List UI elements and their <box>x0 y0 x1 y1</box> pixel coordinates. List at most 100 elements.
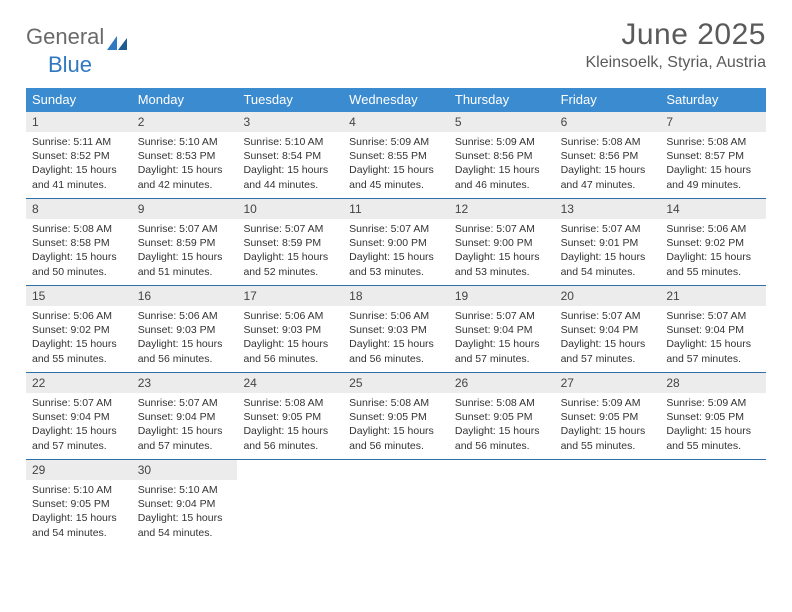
sunrise-line: Sunrise: 5:06 AM <box>32 309 126 323</box>
sunset-line: Sunset: 8:56 PM <box>455 149 549 163</box>
day-cell <box>237 460 343 546</box>
day-number: 16 <box>132 286 238 306</box>
sunset-line: Sunset: 9:03 PM <box>243 323 337 337</box>
sunset-line: Sunset: 9:04 PM <box>561 323 655 337</box>
day-number: 20 <box>555 286 661 306</box>
day-content: Sunrise: 5:07 AMSunset: 9:00 PMDaylight:… <box>449 219 555 279</box>
sunset-line: Sunset: 8:59 PM <box>243 236 337 250</box>
day-number: 22 <box>26 373 132 393</box>
sunrise-line: Sunrise: 5:10 AM <box>32 483 126 497</box>
day-number <box>660 460 766 480</box>
calendar-page: General June 2025 Kleinsoelk, Styria, Au… <box>0 0 792 546</box>
daylight-line: Daylight: 15 hours and 51 minutes. <box>138 250 232 278</box>
sunrise-line: Sunrise: 5:09 AM <box>666 396 760 410</box>
day-cell: 8Sunrise: 5:08 AMSunset: 8:58 PMDaylight… <box>26 199 132 285</box>
day-content: Sunrise: 5:10 AMSunset: 8:53 PMDaylight:… <box>132 132 238 192</box>
day-content: Sunrise: 5:07 AMSunset: 9:04 PMDaylight:… <box>660 306 766 366</box>
day-number: 1 <box>26 112 132 132</box>
day-cell: 17Sunrise: 5:06 AMSunset: 9:03 PMDayligh… <box>237 286 343 372</box>
sunrise-line: Sunrise: 5:07 AM <box>666 309 760 323</box>
day-number: 13 <box>555 199 661 219</box>
day-cell: 21Sunrise: 5:07 AMSunset: 9:04 PMDayligh… <box>660 286 766 372</box>
day-content: Sunrise: 5:08 AMSunset: 8:56 PMDaylight:… <box>555 132 661 192</box>
day-content: Sunrise: 5:09 AMSunset: 8:56 PMDaylight:… <box>449 132 555 192</box>
daylight-line: Daylight: 15 hours and 44 minutes. <box>243 163 337 191</box>
day-content: Sunrise: 5:09 AMSunset: 8:55 PMDaylight:… <box>343 132 449 192</box>
sunrise-line: Sunrise: 5:08 AM <box>455 396 549 410</box>
sunrise-line: Sunrise: 5:07 AM <box>138 222 232 236</box>
day-content: Sunrise: 5:09 AMSunset: 9:05 PMDaylight:… <box>660 393 766 453</box>
day-cell <box>555 460 661 546</box>
day-number: 24 <box>237 373 343 393</box>
sunrise-line: Sunrise: 5:08 AM <box>561 135 655 149</box>
daylight-line: Daylight: 15 hours and 41 minutes. <box>32 163 126 191</box>
sunset-line: Sunset: 8:59 PM <box>138 236 232 250</box>
week-row: 8Sunrise: 5:08 AMSunset: 8:58 PMDaylight… <box>26 198 766 285</box>
week-row: 1Sunrise: 5:11 AMSunset: 8:52 PMDaylight… <box>26 112 766 198</box>
sunrise-line: Sunrise: 5:07 AM <box>561 222 655 236</box>
sunset-line: Sunset: 9:00 PM <box>455 236 549 250</box>
day-number: 2 <box>132 112 238 132</box>
daylight-line: Daylight: 15 hours and 49 minutes. <box>666 163 760 191</box>
daylight-line: Daylight: 15 hours and 56 minutes. <box>455 424 549 452</box>
sunset-line: Sunset: 9:04 PM <box>455 323 549 337</box>
daylight-line: Daylight: 15 hours and 55 minutes. <box>666 250 760 278</box>
daylight-line: Daylight: 15 hours and 56 minutes. <box>349 424 443 452</box>
sunrise-line: Sunrise: 5:08 AM <box>243 396 337 410</box>
day-number: 26 <box>449 373 555 393</box>
sunrise-line: Sunrise: 5:08 AM <box>349 396 443 410</box>
daylight-line: Daylight: 15 hours and 57 minutes. <box>138 424 232 452</box>
sunset-line: Sunset: 8:54 PM <box>243 149 337 163</box>
day-number: 21 <box>660 286 766 306</box>
day-cell: 10Sunrise: 5:07 AMSunset: 8:59 PMDayligh… <box>237 199 343 285</box>
sunrise-line: Sunrise: 5:07 AM <box>349 222 443 236</box>
day-cell: 9Sunrise: 5:07 AMSunset: 8:59 PMDaylight… <box>132 199 238 285</box>
day-content: Sunrise: 5:07 AMSunset: 9:04 PMDaylight:… <box>26 393 132 453</box>
day-number <box>343 460 449 480</box>
day-number <box>555 460 661 480</box>
title-block: June 2025 Kleinsoelk, Styria, Austria <box>585 18 766 72</box>
day-number <box>237 460 343 480</box>
sunrise-line: Sunrise: 5:06 AM <box>349 309 443 323</box>
daylight-line: Daylight: 15 hours and 55 minutes. <box>561 424 655 452</box>
day-content: Sunrise: 5:07 AMSunset: 9:04 PMDaylight:… <box>132 393 238 453</box>
day-content: Sunrise: 5:08 AMSunset: 9:05 PMDaylight:… <box>449 393 555 453</box>
day-cell <box>343 460 449 546</box>
day-cell <box>449 460 555 546</box>
day-number: 14 <box>660 199 766 219</box>
day-cell: 14Sunrise: 5:06 AMSunset: 9:02 PMDayligh… <box>660 199 766 285</box>
brand-text-1: General <box>26 24 104 50</box>
day-cell <box>660 460 766 546</box>
day-cell: 11Sunrise: 5:07 AMSunset: 9:00 PMDayligh… <box>343 199 449 285</box>
weeks-container: 1Sunrise: 5:11 AMSunset: 8:52 PMDaylight… <box>26 112 766 546</box>
day-cell: 2Sunrise: 5:10 AMSunset: 8:53 PMDaylight… <box>132 112 238 198</box>
dow-cell: Sunday <box>26 88 132 112</box>
day-cell: 23Sunrise: 5:07 AMSunset: 9:04 PMDayligh… <box>132 373 238 459</box>
day-cell: 16Sunrise: 5:06 AMSunset: 9:03 PMDayligh… <box>132 286 238 372</box>
day-cell: 5Sunrise: 5:09 AMSunset: 8:56 PMDaylight… <box>449 112 555 198</box>
day-number: 5 <box>449 112 555 132</box>
daylight-line: Daylight: 15 hours and 57 minutes. <box>561 337 655 365</box>
sunrise-line: Sunrise: 5:07 AM <box>455 309 549 323</box>
daylight-line: Daylight: 15 hours and 47 minutes. <box>561 163 655 191</box>
daylight-line: Daylight: 15 hours and 42 minutes. <box>138 163 232 191</box>
day-cell: 4Sunrise: 5:09 AMSunset: 8:55 PMDaylight… <box>343 112 449 198</box>
day-number <box>449 460 555 480</box>
sunset-line: Sunset: 9:05 PM <box>455 410 549 424</box>
daylight-line: Daylight: 15 hours and 55 minutes. <box>32 337 126 365</box>
day-number: 29 <box>26 460 132 480</box>
sunset-line: Sunset: 9:05 PM <box>666 410 760 424</box>
month-title: June 2025 <box>585 18 766 52</box>
daylight-line: Daylight: 15 hours and 45 minutes. <box>349 163 443 191</box>
day-content: Sunrise: 5:06 AMSunset: 9:03 PMDaylight:… <box>343 306 449 366</box>
day-content: Sunrise: 5:08 AMSunset: 8:57 PMDaylight:… <box>660 132 766 192</box>
day-cell: 13Sunrise: 5:07 AMSunset: 9:01 PMDayligh… <box>555 199 661 285</box>
day-cell: 7Sunrise: 5:08 AMSunset: 8:57 PMDaylight… <box>660 112 766 198</box>
week-row: 22Sunrise: 5:07 AMSunset: 9:04 PMDayligh… <box>26 372 766 459</box>
daylight-line: Daylight: 15 hours and 57 minutes. <box>455 337 549 365</box>
sunset-line: Sunset: 9:03 PM <box>349 323 443 337</box>
dow-cell: Wednesday <box>343 88 449 112</box>
day-number: 23 <box>132 373 238 393</box>
sunset-line: Sunset: 9:04 PM <box>32 410 126 424</box>
day-content: Sunrise: 5:08 AMSunset: 9:05 PMDaylight:… <box>237 393 343 453</box>
